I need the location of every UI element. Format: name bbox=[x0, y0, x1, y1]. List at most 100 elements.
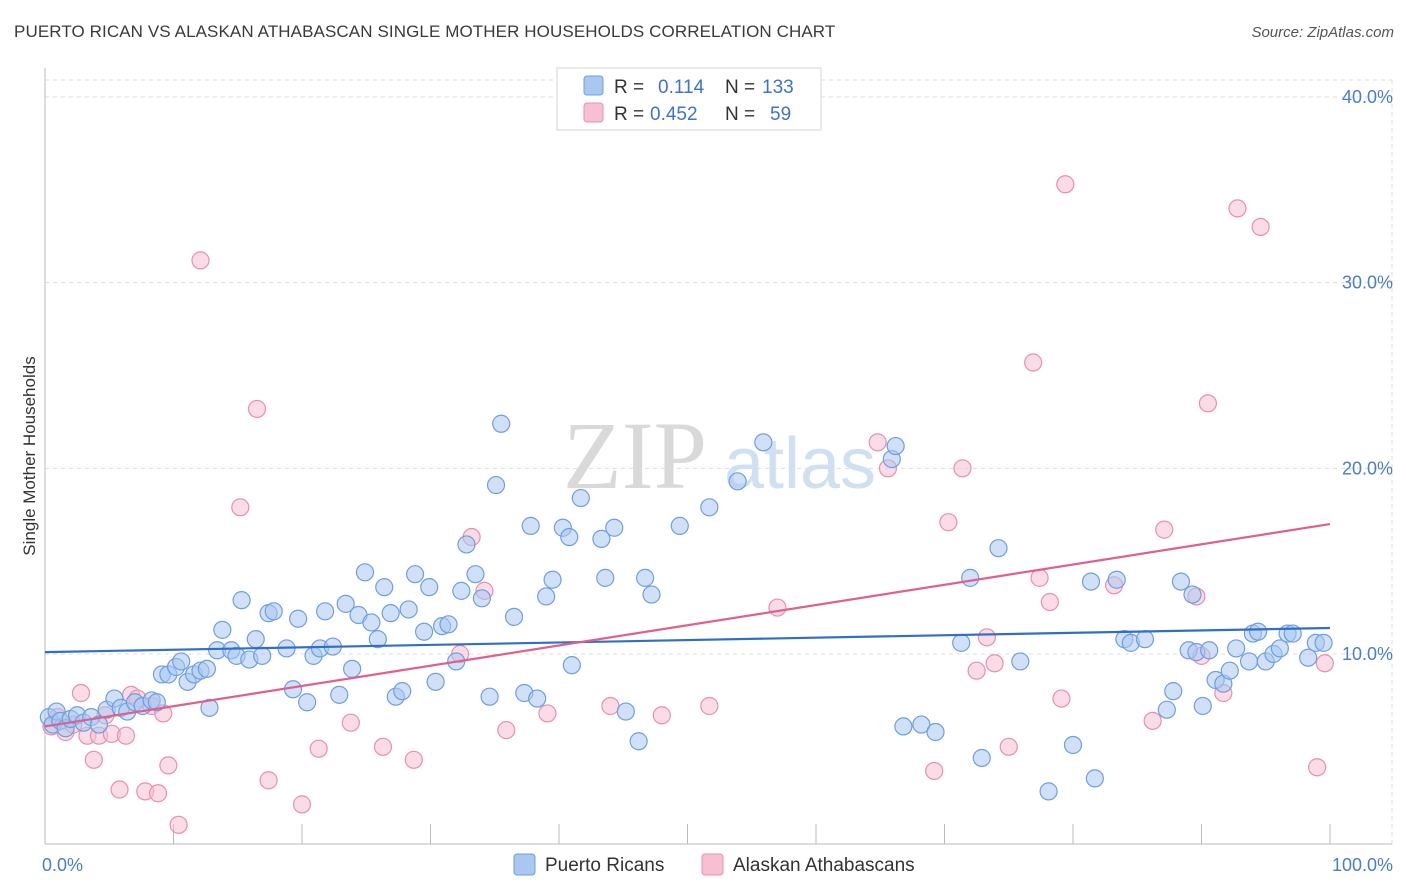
point-alaskan-athabascans bbox=[341, 713, 360, 732]
point-puerto-ricans bbox=[1270, 639, 1289, 658]
point-alaskan-athabascans bbox=[247, 399, 267, 419]
point-alaskan-athabascans bbox=[868, 433, 887, 452]
point-puerto-ricans bbox=[926, 722, 945, 742]
point-alaskan-athabascans bbox=[292, 795, 312, 814]
point-alaskan-athabascans bbox=[953, 459, 972, 478]
point-alaskan-athabascans bbox=[768, 598, 787, 617]
point-alaskan-athabascans bbox=[309, 739, 328, 758]
point-puerto-ricans bbox=[381, 604, 400, 623]
point-alaskan-athabascans bbox=[939, 513, 958, 532]
point-alaskan-athabascans bbox=[1315, 654, 1334, 673]
point-puerto-ricans bbox=[1164, 682, 1183, 701]
point-puerto-ricans bbox=[1314, 633, 1333, 652]
point-puerto-ricans bbox=[543, 570, 562, 589]
point-puerto-ricans bbox=[232, 591, 251, 610]
point-puerto-ricans bbox=[1239, 652, 1259, 671]
point-puerto-ricans bbox=[1039, 782, 1058, 801]
point-alaskan-athabascans bbox=[601, 696, 620, 716]
point-puerto-ricans bbox=[571, 488, 590, 508]
series-puerto-ricans-points bbox=[39, 414, 1333, 801]
point-puerto-ricans bbox=[605, 518, 624, 537]
watermark-atlas: atlas bbox=[724, 424, 876, 504]
point-alaskan-athabascans bbox=[373, 737, 393, 756]
point-puerto-ricans bbox=[172, 652, 191, 671]
point-puerto-ricans bbox=[368, 630, 387, 649]
point-puerto-ricans bbox=[642, 585, 661, 604]
point-alaskan-athabascans bbox=[999, 737, 1018, 756]
point-alaskan-athabascans bbox=[700, 696, 719, 716]
point-alaskan-athabascans bbox=[1251, 217, 1270, 237]
point-puerto-ricans bbox=[375, 578, 394, 597]
point-puerto-ricans bbox=[521, 516, 540, 535]
point-puerto-ricans bbox=[426, 672, 445, 691]
bottom-legend-swatch-blue bbox=[513, 853, 536, 876]
point-puerto-ricans bbox=[355, 563, 375, 582]
point-puerto-ricans bbox=[1193, 696, 1212, 716]
point-puerto-ricans bbox=[560, 527, 579, 547]
legend-swatch-pink bbox=[583, 102, 604, 123]
point-alaskan-athabascans bbox=[925, 761, 944, 781]
point-puerto-ricans bbox=[989, 539, 1008, 558]
point-alaskan-athabascans bbox=[1155, 520, 1174, 539]
point-puerto-ricans bbox=[528, 689, 547, 708]
point-puerto-ricans bbox=[316, 602, 335, 621]
legend-n-value-2: 59 bbox=[770, 104, 791, 125]
point-puerto-ricans bbox=[894, 717, 913, 736]
trend-line-alaskan-athabascans bbox=[44, 522, 1331, 728]
y-tick-label: 40.0% bbox=[1342, 87, 1393, 107]
point-alaskan-athabascans bbox=[259, 771, 278, 790]
point-puerto-ricans bbox=[330, 685, 349, 704]
legend-n-label-2: N = bbox=[725, 104, 755, 125]
point-puerto-ricans bbox=[537, 587, 556, 606]
trend-lines bbox=[44, 522, 1331, 728]
point-puerto-ricans bbox=[1183, 585, 1202, 604]
point-puerto-ricans bbox=[89, 715, 109, 734]
y-tick-label: 20.0% bbox=[1342, 458, 1393, 478]
point-puerto-ricans bbox=[629, 732, 648, 751]
point-alaskan-athabascans bbox=[231, 498, 250, 517]
point-puerto-ricans bbox=[1081, 572, 1101, 591]
point-puerto-ricans bbox=[492, 414, 511, 433]
legend-n-value-1: 133 bbox=[762, 77, 794, 98]
bottom-legend-alaskan-athabascans: Alaskan Athabascans bbox=[733, 855, 915, 876]
point-puerto-ricans bbox=[420, 578, 439, 597]
point-puerto-ricans bbox=[466, 565, 485, 584]
point-puerto-ricans bbox=[486, 475, 506, 495]
point-alaskan-athabascans bbox=[404, 750, 423, 769]
point-puerto-ricans bbox=[439, 615, 458, 634]
point-alaskan-athabascans bbox=[967, 661, 986, 680]
point-puerto-ricans bbox=[246, 630, 265, 649]
point-puerto-ricans bbox=[670, 516, 689, 535]
point-puerto-ricans bbox=[480, 687, 499, 706]
x-tick-label: 0.0% bbox=[42, 855, 83, 875]
point-alaskan-athabascans bbox=[1024, 353, 1043, 372]
legend-swatch-blue bbox=[583, 75, 604, 96]
point-puerto-ricans bbox=[1107, 570, 1126, 589]
axes bbox=[44, 68, 1392, 845]
point-alaskan-athabascans bbox=[84, 750, 103, 769]
point-alaskan-athabascans bbox=[538, 704, 557, 723]
point-puerto-ricans bbox=[1299, 648, 1318, 667]
y-tick-label: 30.0% bbox=[1342, 273, 1393, 293]
y-tick-labels: 10.0% 20.0% 30.0% 40.0% bbox=[1342, 87, 1393, 664]
point-puerto-ricans bbox=[457, 535, 476, 554]
legend-r-label-2: R = bbox=[614, 104, 644, 125]
point-alaskan-athabascans bbox=[110, 780, 129, 799]
point-alaskan-athabascans bbox=[1056, 175, 1075, 194]
point-alaskan-athabascans bbox=[1030, 568, 1049, 587]
x-tick-label: 100.0% bbox=[1332, 855, 1393, 875]
point-puerto-ricans bbox=[1135, 630, 1155, 649]
point-puerto-ricans bbox=[1200, 641, 1219, 660]
point-puerto-ricans bbox=[700, 498, 719, 517]
point-puerto-ricans bbox=[596, 568, 615, 587]
chart-title: PUERTO RICAN VS ALASKAN ATHABASCAN SINGL… bbox=[14, 22, 836, 41]
point-puerto-ricans bbox=[289, 609, 308, 628]
point-alaskan-athabascans bbox=[1052, 689, 1071, 708]
legend-r-value-1: 0.114 bbox=[658, 77, 705, 98]
point-puerto-ricans bbox=[912, 715, 931, 734]
point-alaskan-athabascans bbox=[159, 756, 178, 775]
point-puerto-ricans bbox=[147, 693, 166, 712]
point-puerto-ricans bbox=[1063, 735, 1083, 755]
bottom-legend-puerto-ricans: Puerto Ricans bbox=[545, 855, 664, 876]
